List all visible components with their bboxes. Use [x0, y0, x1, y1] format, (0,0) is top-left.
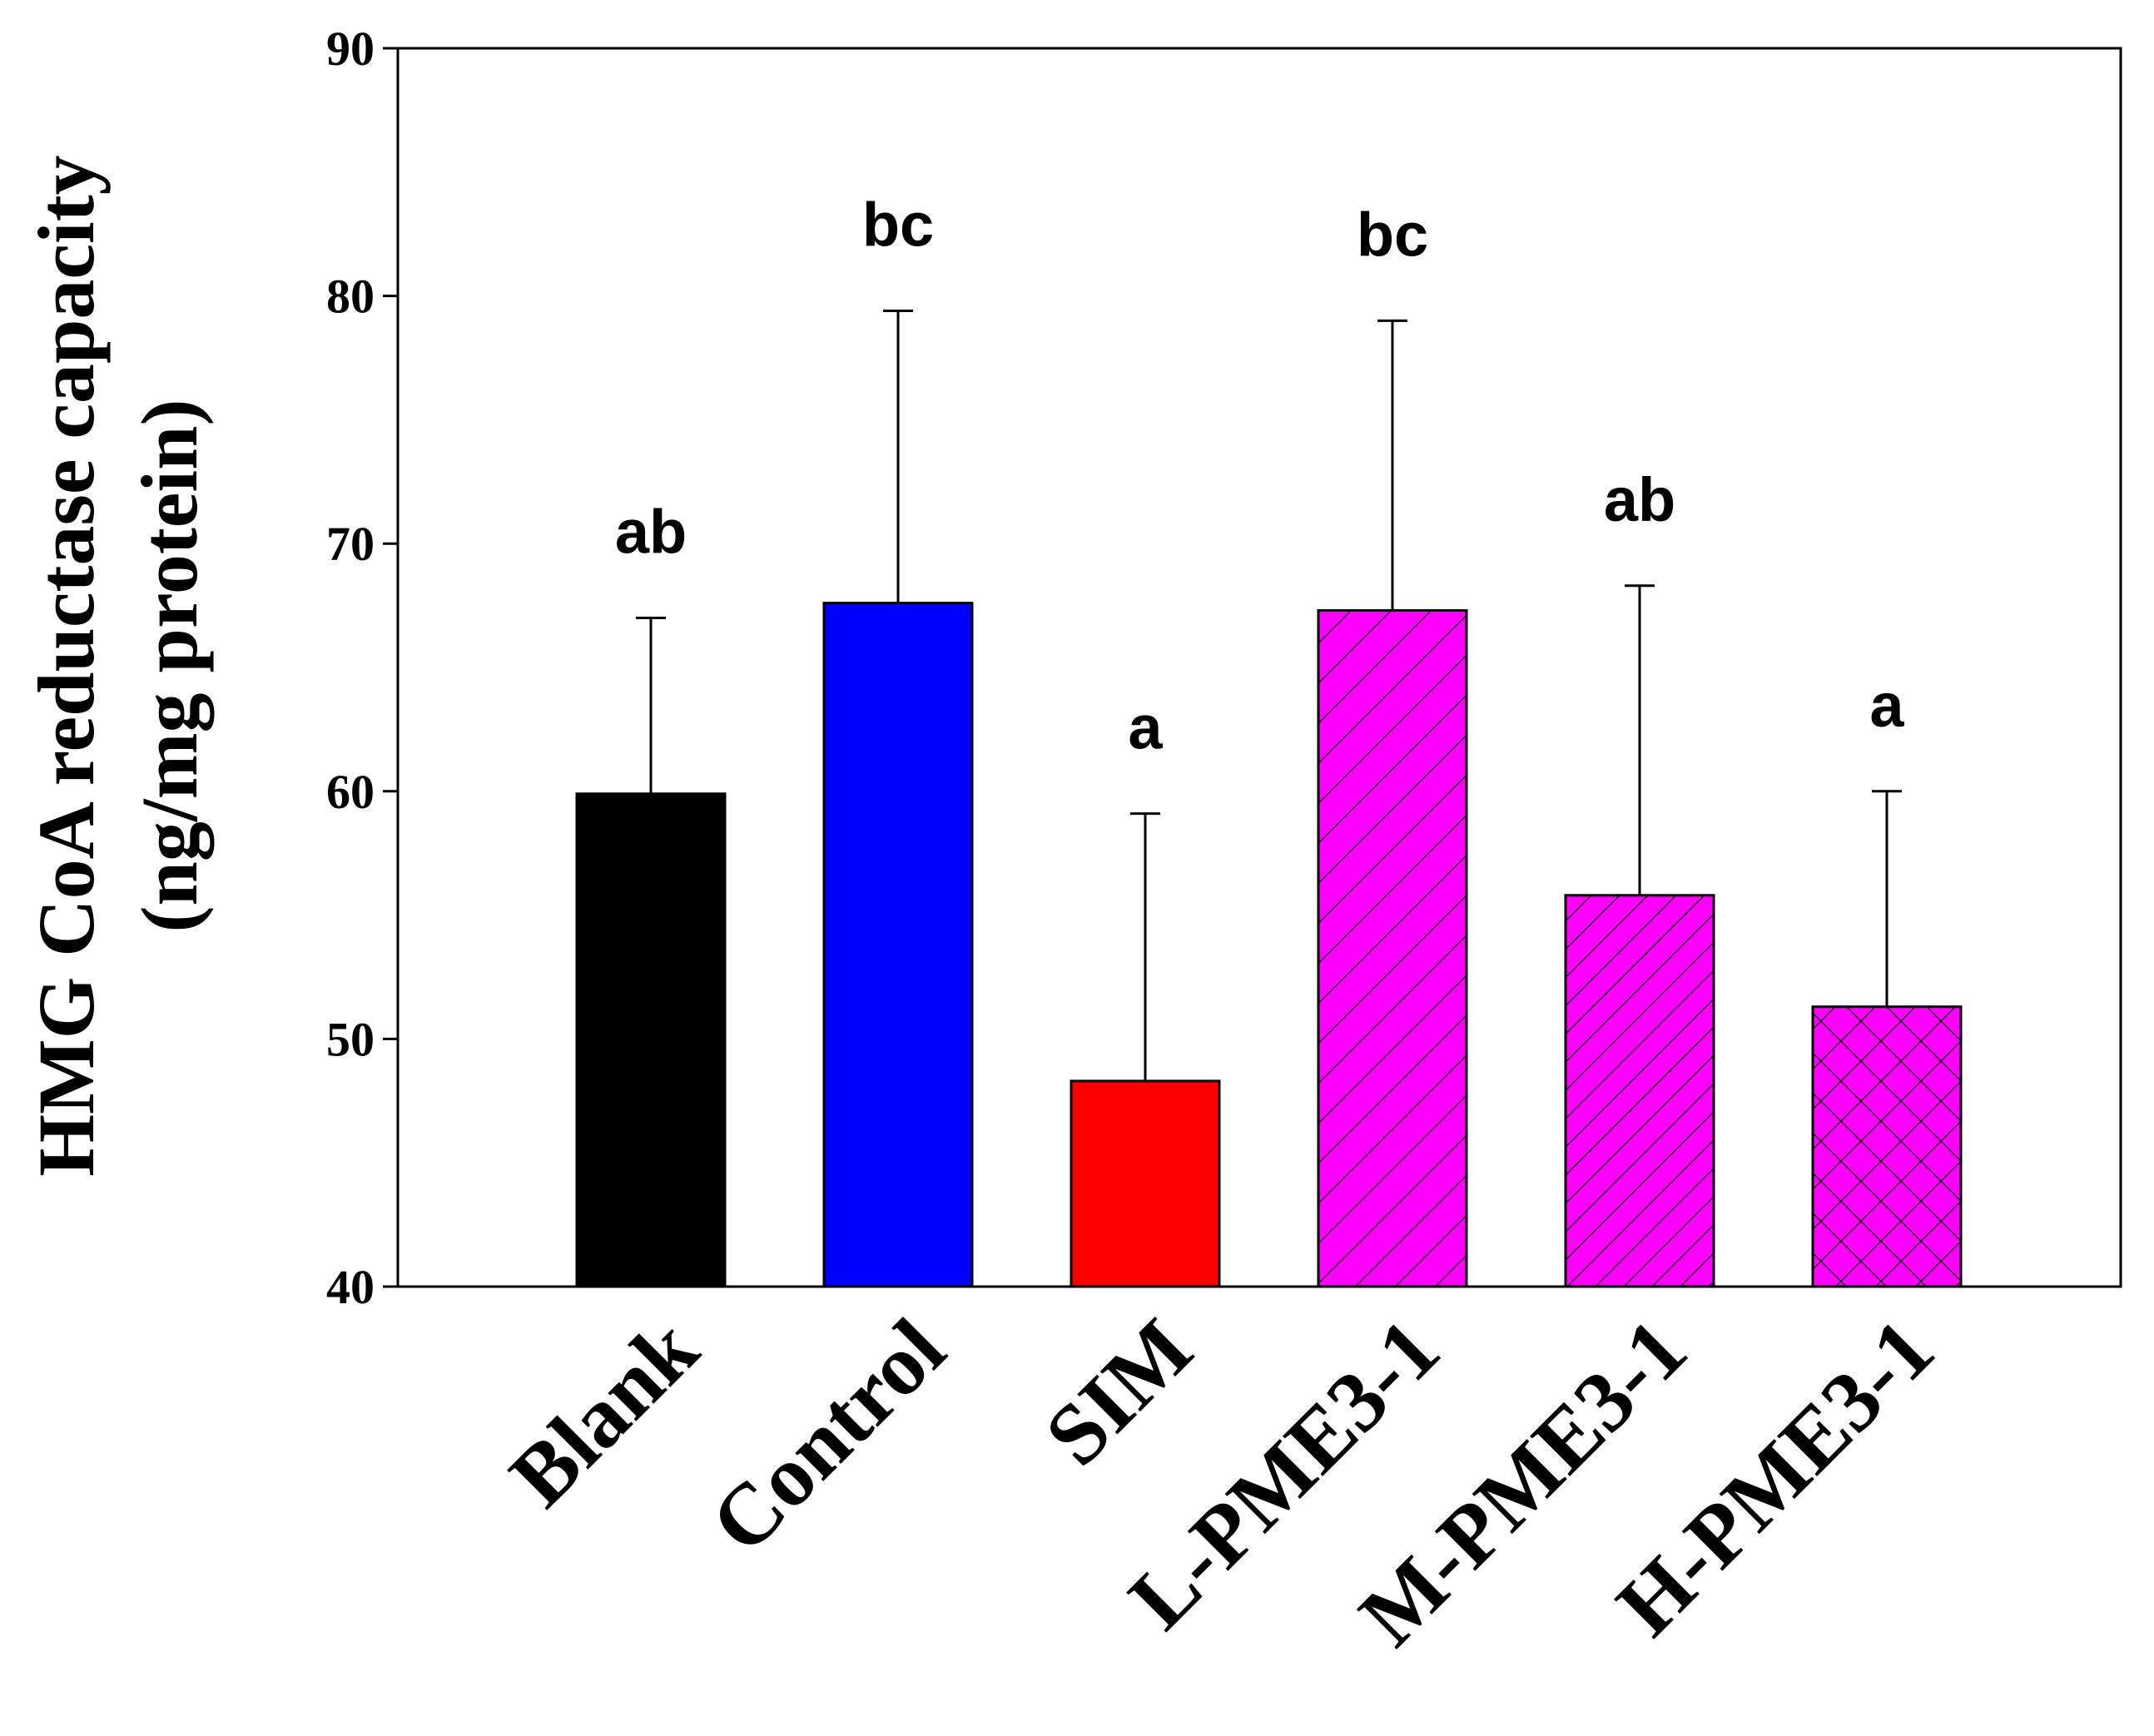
bar — [822, 602, 974, 1288]
bar — [1070, 1079, 1221, 1288]
bar-group-blank: ab Blank — [492, 497, 727, 1525]
x-category-label: Blank — [492, 1301, 716, 1525]
y-axis-title-line-1: HMG CoA reductase capacity — [22, 155, 111, 1176]
y-tick-label: 90 — [326, 22, 375, 76]
significance-label: ab — [615, 497, 687, 566]
bar-group-control: bc Control — [692, 190, 974, 1571]
y-tick-label: 40 — [326, 1260, 375, 1314]
y-axis-title: HMG CoA reductase capacity (ng/mg protei… — [22, 155, 214, 1176]
y-tick-label: 50 — [326, 1012, 375, 1066]
plot-area: 40 50 60 70 80 90 ab Blank bc Control a SIMbcL-PME3… — [326, 22, 2122, 1664]
bar-group-sim: a SIM — [1027, 693, 1221, 1484]
y-tick-label: 70 — [326, 517, 375, 571]
x-category-label: SIM — [1027, 1301, 1210, 1484]
bar — [1811, 1005, 1963, 1288]
x-category-label: Control — [692, 1301, 963, 1571]
significance-label: bc — [862, 190, 934, 259]
bar — [1564, 894, 1715, 1288]
significance-label: bc — [1357, 200, 1428, 269]
significance-label: a — [1869, 671, 1904, 740]
bar-group-l-pme3-1: bcL-PME3-1 — [1111, 200, 1468, 1647]
y-tick-label: 80 — [326, 270, 375, 324]
y-tick-label: 60 — [326, 765, 375, 819]
y-axis-title-line-2: (ng/mg protein) — [125, 399, 214, 933]
significance-label: ab — [1604, 465, 1675, 534]
plot-frame — [396, 47, 2122, 1288]
bar — [1317, 609, 1468, 1288]
significance-label: a — [1128, 693, 1163, 762]
bar — [575, 792, 727, 1288]
